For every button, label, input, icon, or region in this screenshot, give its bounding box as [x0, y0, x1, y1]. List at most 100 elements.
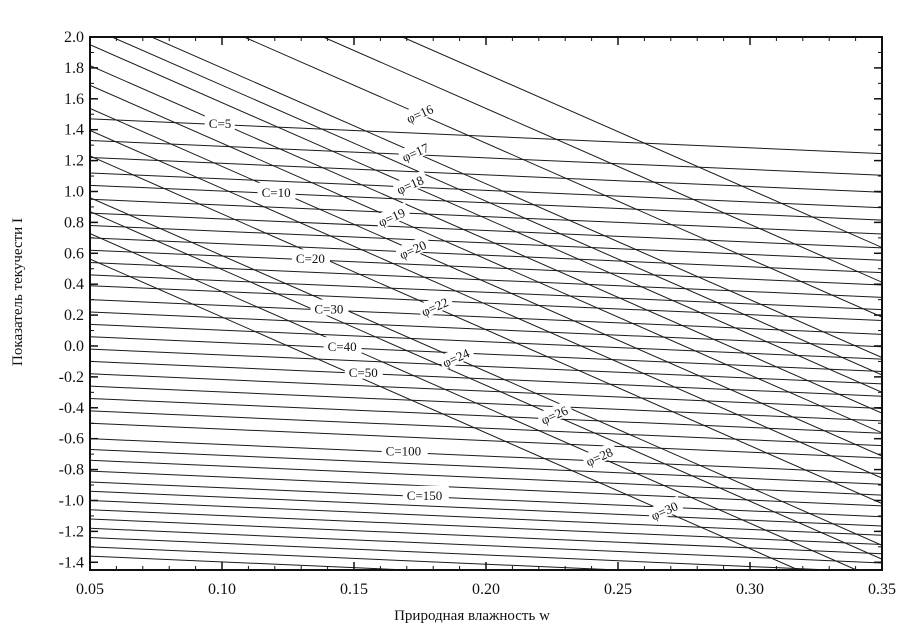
cohesion-line-c40	[90, 336, 882, 372]
cohesion-line-19	[90, 373, 882, 410]
friction-label-bg	[373, 202, 411, 230]
friction-line-14	[402, 37, 882, 249]
y-tick-label: -0.8	[59, 462, 84, 479]
cohesion-line-26	[90, 459, 882, 496]
y-tick-label: 1.8	[64, 60, 84, 77]
cohesion-line-15	[90, 323, 882, 360]
friction-label-bg	[394, 234, 432, 263]
friction-line-phi30	[90, 258, 799, 570]
cohesion-line-1	[90, 140, 882, 176]
friction-line-10	[90, 129, 882, 479]
y-tick-label: 0.0	[64, 338, 84, 355]
cohesion-line-25	[90, 448, 882, 485]
cohesion-label-bg	[323, 337, 362, 354]
friction-label-bg	[646, 495, 684, 524]
cohesion-line-c150	[90, 481, 882, 518]
y-tick-label: -0.4	[59, 400, 84, 417]
y-tick-label: 1.2	[64, 153, 84, 170]
y-tick-label: 0.8	[64, 214, 84, 231]
friction-label-bg	[536, 400, 574, 428]
y-tick-label: -1.2	[59, 523, 84, 540]
friction-label-bg	[437, 342, 475, 371]
cohesion-line-23	[90, 422, 882, 459]
x-axis-title: Природная влажность w	[394, 608, 550, 624]
friction-line-phi28	[90, 233, 857, 570]
friction-label-phi28: φ=28	[584, 444, 616, 469]
cohesion-line-7	[90, 224, 882, 261]
friction-line-13	[322, 37, 882, 283]
cohesion-line-20	[90, 385, 882, 422]
y-tick-label: -0.6	[59, 431, 84, 448]
cohesion-line-36	[90, 555, 419, 570]
y-tick-label: 1.6	[64, 91, 84, 108]
cohesion-label-bg	[310, 299, 349, 316]
cohesion-line-17	[90, 348, 882, 385]
cohesion-label-c50: C=50	[349, 365, 378, 380]
y-tick-label: 0.6	[64, 245, 84, 262]
cohesion-line-5	[90, 198, 882, 235]
cohesion-line-33	[90, 527, 882, 564]
cohesion-label-bg	[291, 249, 330, 266]
cohesion-line-31	[90, 509, 882, 546]
cohesion-label-c5: C=5	[209, 116, 232, 131]
friction-label-bg	[416, 291, 454, 320]
cohesion-label-c30: C=30	[314, 301, 343, 316]
cohesion-label-c20: C=20	[296, 251, 325, 266]
cohesion-line-c100	[90, 438, 882, 474]
y-tick-label: -1.4	[59, 554, 84, 571]
friction-label-bg	[397, 137, 435, 165]
friction-label-phi20: φ=20	[397, 237, 429, 262]
x-tick-label: 0.35	[868, 581, 896, 598]
cohesion-label-c150: C=150	[407, 488, 443, 503]
cohesion-line-2	[90, 157, 882, 193]
cohesion-label-c40: C=40	[328, 339, 357, 354]
friction-label-group: φ=17	[397, 137, 435, 165]
y-tick-label: 1.4	[64, 122, 84, 139]
cohesion-line-11	[90, 274, 882, 311]
axis-ticks: 0.05 0.10 0.15 0.20 0.25 0.30 0.35 2.0 1.8 1.6 1.4…	[59, 29, 896, 598]
x-tick-label: 0.15	[340, 581, 368, 598]
cohesion-line-32	[90, 518, 882, 555]
y-tick-label: -1.0	[59, 492, 84, 509]
cohesion-line-12	[90, 285, 882, 321]
cohesion-line-c50	[90, 360, 882, 397]
y-tick-label: 2.0	[64, 29, 84, 46]
friction-label-bg	[401, 98, 439, 127]
cohesion-line-21	[90, 398, 882, 434]
y-tick-label: 0.4	[64, 276, 84, 293]
y-tick-label: -0.2	[59, 369, 84, 386]
friction-label-bg	[392, 169, 430, 198]
y-tick-label: 1.0	[64, 183, 84, 200]
friction-label-group: φ=30	[646, 495, 684, 524]
x-tick-label: 0.20	[472, 581, 500, 598]
friction-line-phi19	[90, 84, 882, 434]
friction-label-phi18: φ=18	[394, 172, 426, 197]
cohesion-label-bg	[344, 362, 383, 379]
cohesion-label-bg	[402, 485, 449, 502]
friction-line-phi26	[90, 211, 882, 560]
cohesion-line-8	[90, 237, 882, 274]
plot-lines	[90, 37, 882, 570]
cohesion-line-27	[90, 470, 882, 507]
friction-label-group: φ=24	[437, 342, 475, 371]
cohesion-line-22	[90, 410, 882, 447]
friction-label-phi30: φ=30	[649, 498, 681, 523]
cohesion-label-bg	[204, 114, 235, 131]
friction-line-phi16	[243, 37, 882, 318]
cohesion-line-c10	[90, 184, 882, 221]
cohesion-line-30	[90, 499, 882, 536]
cohesion-line-6	[90, 212, 882, 249]
x-tick-label: 0.05	[76, 581, 104, 598]
friction-line-phi17	[151, 37, 882, 359]
friction-line-phi20	[90, 107, 882, 457]
friction-label-group: φ=18	[392, 169, 430, 198]
x-tick-label: 0.25	[604, 581, 632, 598]
y-axis-title: Показатель текучести I	[10, 218, 26, 366]
cohesion-line-c30	[90, 299, 882, 335]
cohesion-line-3	[90, 172, 882, 209]
friction-label-bg	[581, 441, 619, 470]
x-tick-label: 0.30	[736, 581, 764, 598]
cohesion-line-29	[90, 490, 882, 527]
x-tick-label: 0.10	[208, 581, 236, 598]
